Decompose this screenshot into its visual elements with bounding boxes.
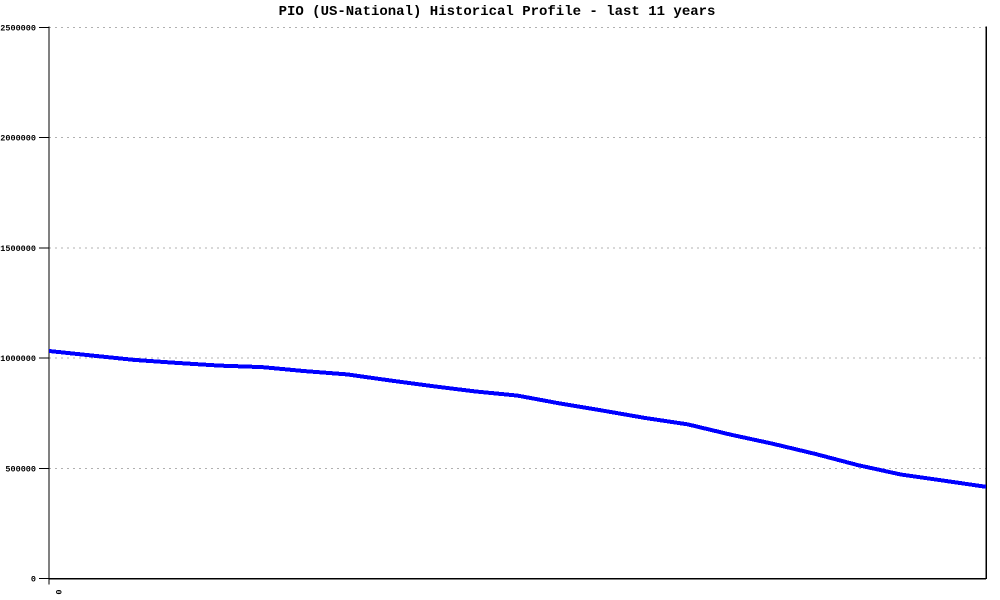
y-tick-label: 2500000 bbox=[0, 24, 36, 34]
y-tick-label: 500000 bbox=[5, 464, 36, 474]
x-tick-label: 0 bbox=[53, 589, 63, 594]
y-tick-label: 2000000 bbox=[0, 134, 36, 144]
y-tick-label: 1000000 bbox=[0, 354, 36, 364]
y-tick-label: 0 bbox=[31, 575, 36, 585]
chart-title: PIO (US-National) Historical Profile - l… bbox=[278, 4, 716, 20]
data-line bbox=[48, 349, 987, 489]
y-tick-label: 1500000 bbox=[0, 244, 36, 254]
